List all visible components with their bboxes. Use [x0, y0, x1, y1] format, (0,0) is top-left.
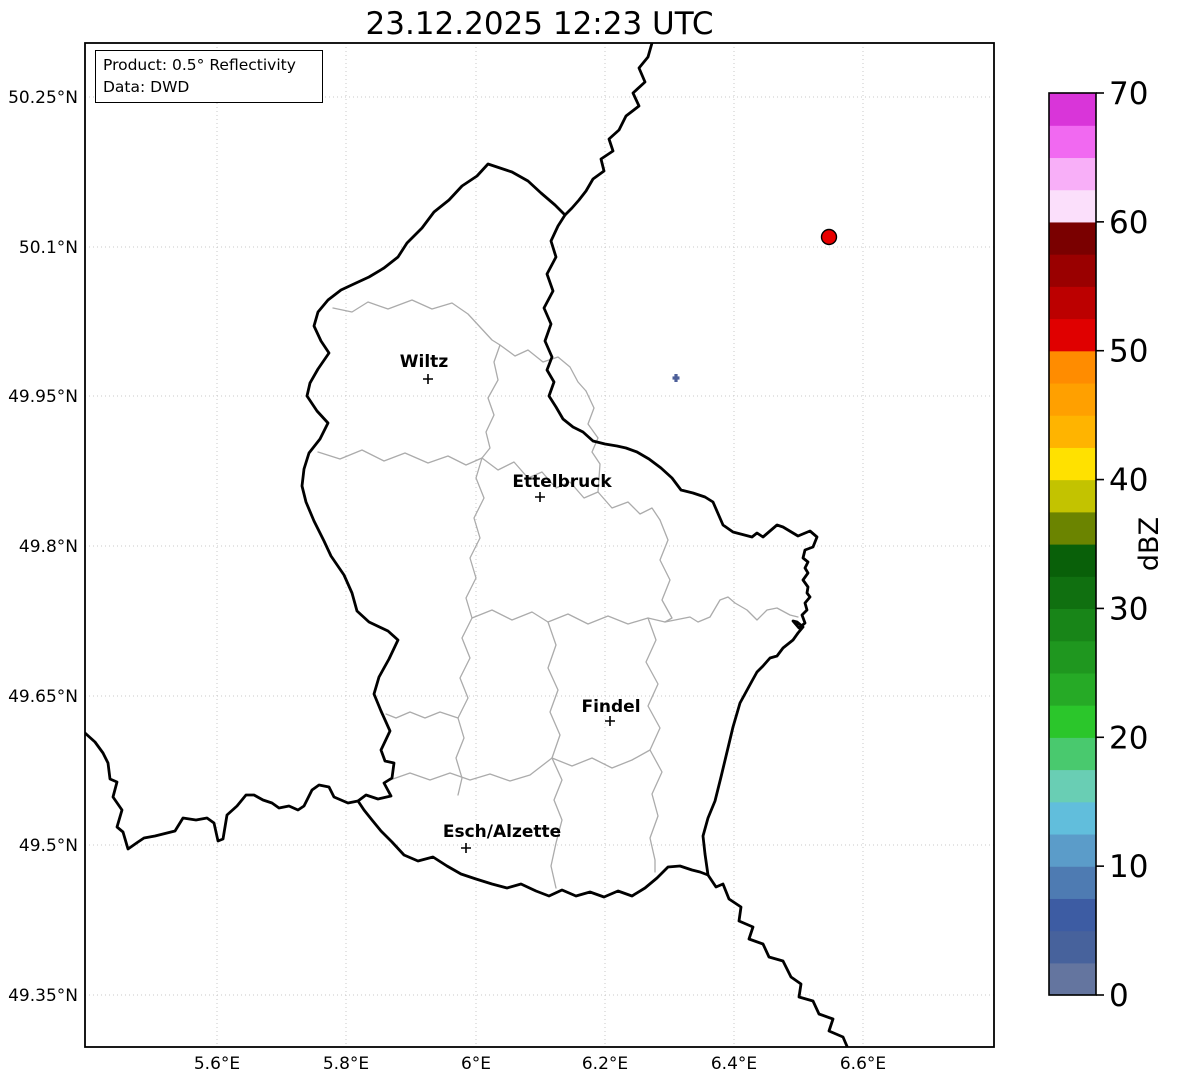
- colorbar-tick-label: 10: [1109, 849, 1148, 885]
- colorbar-segment: [1049, 93, 1096, 126]
- colorbar-segment: [1049, 769, 1096, 803]
- colorbar-tick-label: 30: [1109, 591, 1148, 627]
- y-tick-label: 49.8°N: [19, 537, 78, 557]
- gridlines: [85, 43, 994, 1047]
- colorbar: 0 10 20 30 40 50 60 70: [1048, 76, 1148, 1014]
- city-label: Findel: [581, 697, 640, 717]
- colorbar-segment: [1049, 544, 1096, 577]
- radar-echo-dot: [820, 228, 838, 246]
- colorbar-tick-label: 50: [1109, 334, 1148, 370]
- district-border-line: [481, 344, 501, 459]
- y-tick-label: 49.5°N: [19, 836, 78, 856]
- colorbar-segment: [1049, 866, 1096, 899]
- colorbar-tick-label: 40: [1109, 463, 1148, 499]
- country-borders: [85, 43, 849, 1047]
- colorbar-segment: [1049, 511, 1096, 545]
- colorbar-segment: [1049, 189, 1096, 223]
- luxembourg-border: [300, 162, 819, 899]
- city-marker: [423, 374, 433, 384]
- colorbar-segment: [1049, 350, 1096, 384]
- x-tick-label: 6.2°E: [582, 1054, 628, 1074]
- colorbar-segment: [1049, 672, 1096, 706]
- city-label: Wiltz: [400, 352, 449, 372]
- colorbar-unit-label: dBZ: [1134, 517, 1165, 571]
- x-tick-label: 5.6°E: [194, 1054, 240, 1074]
- y-tick-label: 49.95°N: [8, 387, 78, 407]
- city-label: Ettelbruck: [512, 472, 612, 492]
- district-border-line: [471, 609, 666, 625]
- district-border-line: [645, 617, 663, 873]
- colorbar-segment: [1049, 930, 1096, 964]
- radar-echoes: [672, 228, 838, 382]
- belgium-france-border: [85, 731, 360, 851]
- colorbar-segment: [1049, 125, 1096, 159]
- colorbar-segment: [1049, 286, 1096, 320]
- y-tick-label: 50.1°N: [19, 238, 78, 258]
- city-marker: [535, 492, 545, 502]
- colorbar-segment: [1049, 705, 1096, 738]
- district-border-line: [385, 711, 459, 719]
- city-label: Esch/Alzette: [443, 822, 561, 842]
- colorbar-segment: [1049, 157, 1096, 191]
- colorbar-tick-label: 70: [1109, 76, 1148, 112]
- colorbar-segment: [1049, 254, 1096, 287]
- y-tick-label: 49.35°N: [8, 986, 78, 1006]
- colorbar-segment: [1049, 415, 1096, 448]
- colorbar-segment: [1049, 318, 1096, 352]
- colorbar-segment: [1049, 640, 1096, 674]
- city-marker: [461, 843, 471, 853]
- colorbar-segment: [1049, 833, 1096, 867]
- colorbar-tick-label: 20: [1109, 720, 1148, 756]
- axis-tick-labels: 5.6°E 5.8°E 6°E 6.2°E 6.4°E 6.6°E 50.25°N 50.1°…: [8, 88, 886, 1074]
- y-tick-label: 50.25°N: [8, 88, 78, 108]
- x-tick-label: 6°E: [461, 1054, 491, 1074]
- colorbar-segment: [1049, 801, 1096, 835]
- info-box-product: Product: 0.5° Reflectivity: [103, 56, 296, 74]
- district-border-line: [455, 457, 485, 796]
- district-border-line: [389, 757, 553, 782]
- district-border-line: [585, 390, 601, 493]
- colorbar-segment: [1049, 382, 1096, 416]
- colorbar-segment: [1049, 479, 1096, 513]
- district-border-line: [547, 621, 563, 889]
- france-germany-border: [706, 873, 849, 1047]
- district-border-line: [332, 299, 587, 392]
- district-border-line: [659, 519, 673, 623]
- x-tick-label: 5.8°E: [323, 1054, 369, 1074]
- belgium-germany-border: [563, 43, 654, 217]
- colorbar-tick-label: 60: [1109, 205, 1148, 241]
- district-borders: [317, 299, 799, 889]
- colorbar-segment: [1049, 737, 1096, 771]
- info-box-source: Data: DWD: [103, 78, 190, 96]
- colorbar-segment: [1049, 608, 1096, 642]
- plot-frame: [84, 42, 995, 1048]
- district-border-line: [551, 749, 651, 769]
- city-annotations: Wiltz Ettelbruck Findel Esch/Alzette: [400, 352, 641, 853]
- radar-echo-speck: [672, 376, 680, 380]
- info-box: Product: 0.5° Reflectivity Data: DWD: [95, 50, 323, 103]
- x-tick-label: 6.4°E: [711, 1054, 757, 1074]
- district-border-line: [664, 596, 799, 623]
- colorbar-tick-label: 0: [1109, 978, 1129, 1014]
- colorbar-segment: [1049, 576, 1096, 610]
- district-border-line: [317, 449, 661, 521]
- colorbar-segment: [1049, 898, 1096, 932]
- colorbar-outline: [1048, 92, 1097, 996]
- colorbar-segment: [1049, 962, 1096, 996]
- x-tick-label: 6.6°E: [840, 1054, 886, 1074]
- y-tick-label: 49.65°N: [8, 687, 78, 707]
- figure-title: 23.12.2025 12:23 UTC: [365, 6, 714, 42]
- colorbar-segment: [1049, 447, 1096, 481]
- colorbar-segment: [1049, 221, 1096, 255]
- city-marker: [605, 716, 615, 726]
